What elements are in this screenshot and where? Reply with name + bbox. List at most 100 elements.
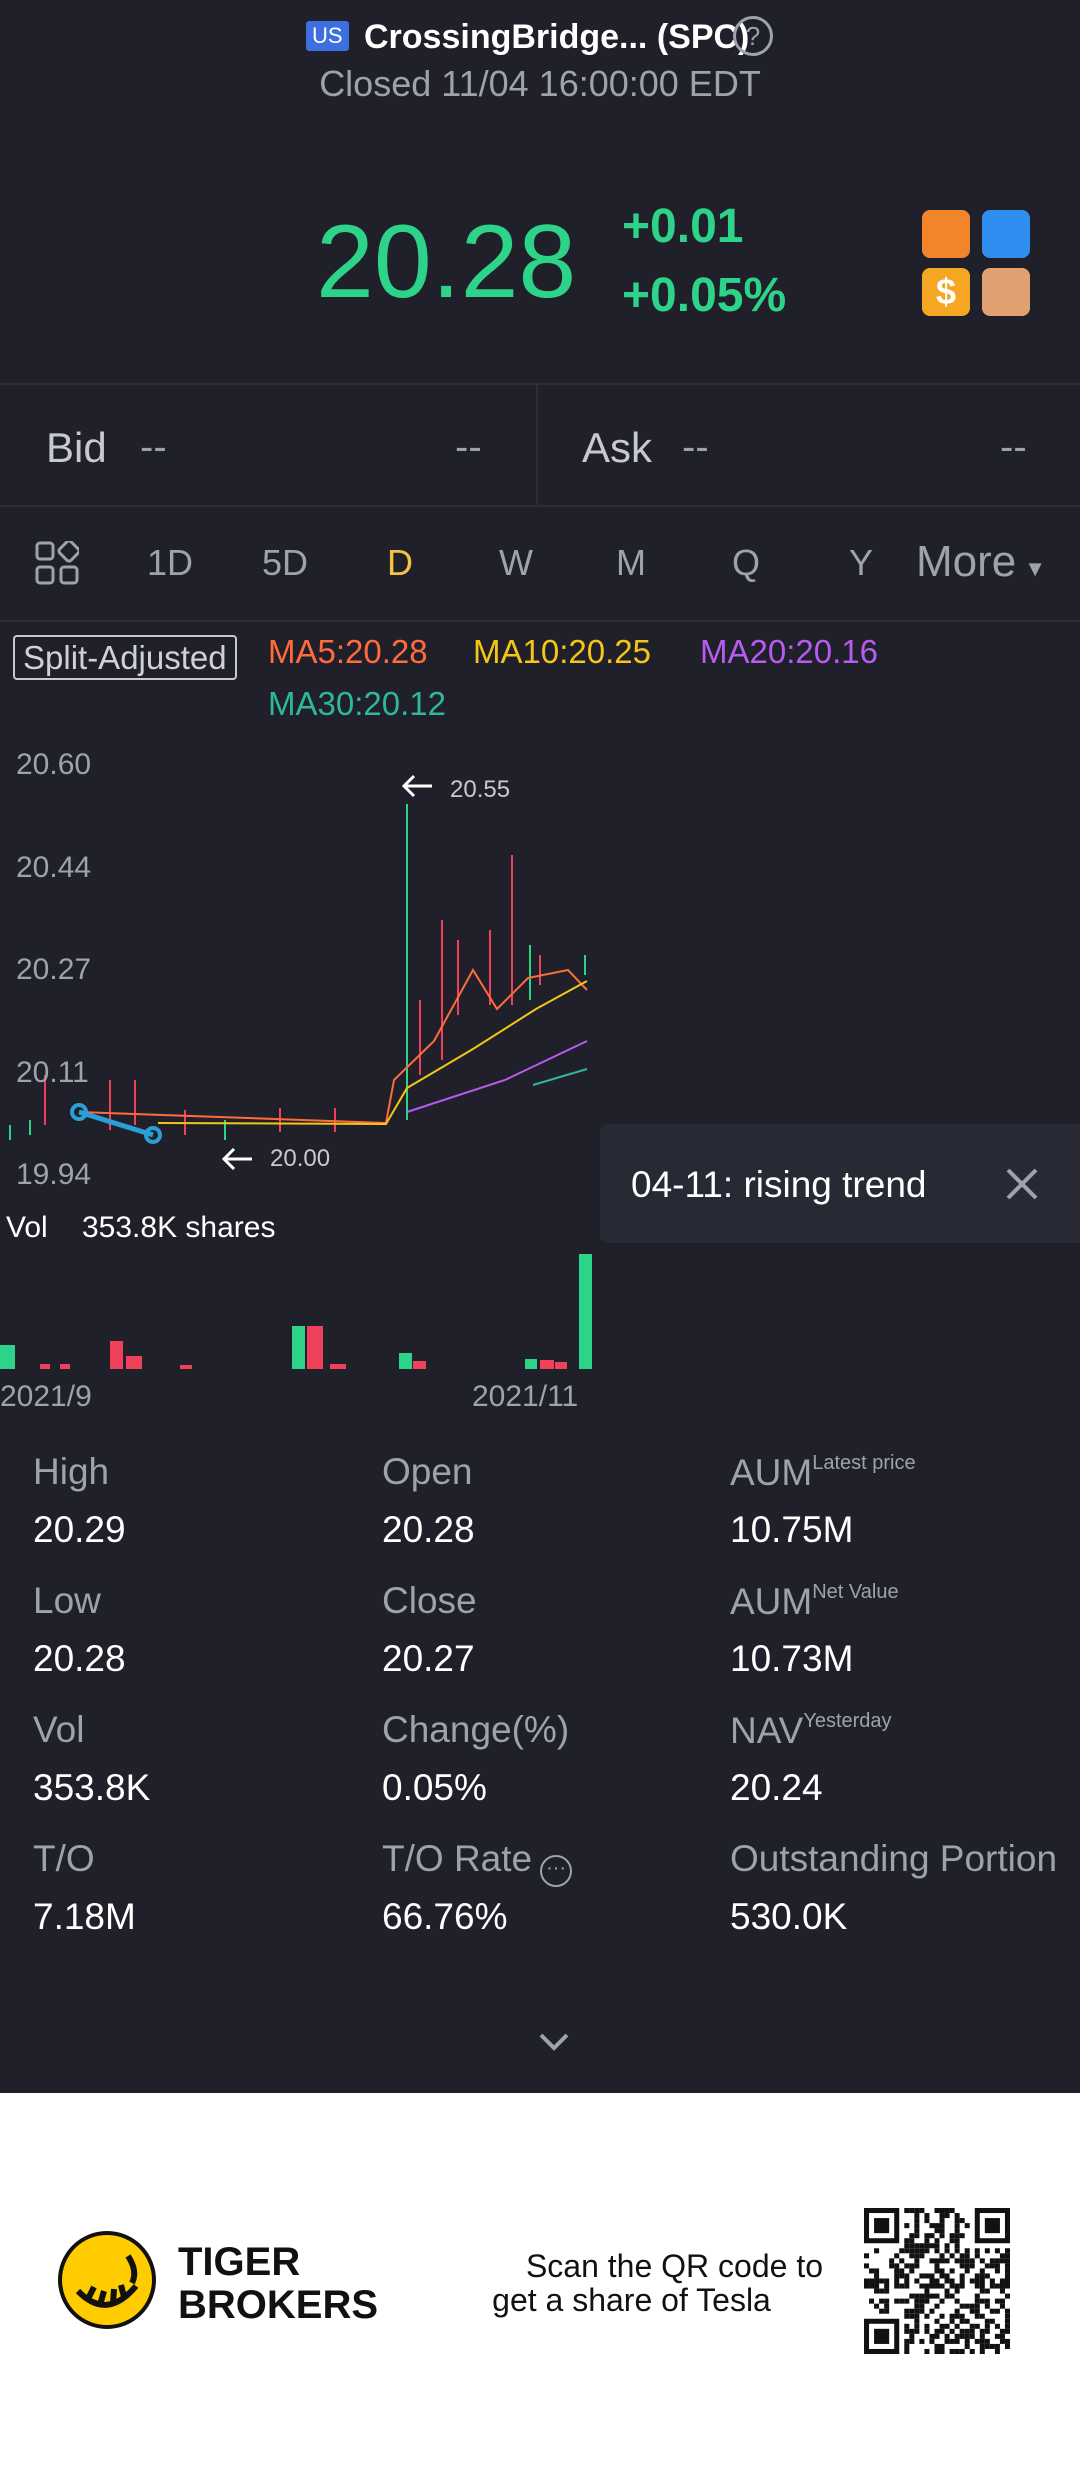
qr-cell [979, 2313, 985, 2319]
qr-cell [899, 2248, 905, 2254]
qr-cell [989, 2308, 995, 2314]
qr-cell [899, 2268, 905, 2274]
close-button[interactable] [1005, 1167, 1039, 1201]
qr-cell [884, 2308, 890, 2314]
qr-cell [904, 2283, 910, 2289]
stat-label: High [33, 1451, 110, 1492]
qr-cell [994, 2258, 1000, 2264]
qr-cell [969, 2348, 975, 2354]
tiger-logo [58, 2231, 156, 2329]
qr-cell [979, 2273, 985, 2279]
qr-cell [939, 2298, 945, 2304]
icon[interactable] [922, 210, 970, 258]
tab[interactable]: 5D [261, 542, 309, 583]
qr-cell [879, 2308, 885, 2314]
qr-cell [999, 2278, 1005, 2284]
qr-cell [919, 2208, 925, 2214]
qr-cell [919, 2308, 925, 2314]
qr-cell [934, 2208, 940, 2214]
qr-cell [979, 2338, 985, 2344]
qr-cell [1004, 2323, 1010, 2329]
tab[interactable]: D [387, 542, 413, 583]
tab[interactable]: Y [848, 542, 874, 583]
qr-cell [954, 2333, 960, 2339]
qr-cell [909, 2293, 915, 2299]
qr-cell [944, 2338, 950, 2344]
qr-cell [914, 2298, 920, 2304]
qr-cell [904, 2298, 910, 2304]
qr-cell [939, 2233, 945, 2239]
bid-price: -- [140, 425, 167, 469]
qr-cell [929, 2223, 935, 2229]
qr-cell [1004, 2343, 1010, 2349]
qr-cell [979, 2258, 985, 2264]
qr-cell [954, 2288, 960, 2294]
qr-cell [989, 2258, 995, 2264]
qr-cell [904, 2313, 910, 2319]
qr-cell [994, 2268, 1000, 2274]
qr-cell [939, 2213, 945, 2219]
layout-icon[interactable] [35, 541, 79, 585]
qr-cell [914, 2243, 920, 2249]
tab[interactable]: M [616, 542, 646, 583]
qr-cell [944, 2243, 950, 2249]
qr-cell [1004, 2328, 1010, 2334]
icon[interactable]: $ [922, 268, 970, 316]
qr-cell [914, 2313, 920, 2319]
qr-cell [984, 2288, 990, 2294]
divider [536, 384, 538, 505]
qr-cell [969, 2328, 975, 2334]
qr-cell [954, 2248, 960, 2254]
qr-cell [924, 2293, 930, 2299]
qr-cell [984, 2328, 990, 2334]
qr-cell [909, 2308, 915, 2314]
qr-cell [884, 2288, 890, 2294]
adjust-button[interactable]: Split-Adjusted [13, 635, 237, 680]
ma-label: MA20:20.16 [700, 633, 878, 670]
qr-cell [884, 2283, 890, 2289]
qr-cell [974, 2298, 980, 2304]
qr-cell [964, 2258, 970, 2264]
tooltip[interactable] [600, 1124, 1080, 1243]
qr-cell [894, 2263, 900, 2269]
qr-cell [1004, 2263, 1010, 2269]
qr-cell [894, 2253, 900, 2259]
qr-cell [934, 2278, 940, 2284]
qr-cell [929, 2283, 935, 2289]
qr-cell [934, 2268, 940, 2274]
ma-label: MA10:20.25 [473, 633, 651, 670]
tab[interactable]: More ▼ [915, 537, 1047, 586]
qr-cell [999, 2328, 1005, 2334]
qr-cell [999, 2303, 1005, 2309]
tab[interactable]: 1D [146, 542, 194, 583]
y-tick-label: 20.11 [16, 1055, 89, 1089]
stat-value: 20.28 [33, 1638, 126, 1679]
qr-cell [974, 2308, 980, 2314]
qr-cell [944, 2288, 950, 2294]
qr-cell [929, 2308, 935, 2314]
help-icon[interactable]: ? [733, 16, 773, 56]
icon[interactable] [982, 210, 1030, 258]
qr-cell [949, 2268, 955, 2274]
expand-chevron[interactable] [538, 2032, 570, 2052]
info-icon[interactable]: ··· [540, 1855, 573, 1887]
candles [9, 774, 588, 1171]
tab[interactable]: W [499, 542, 533, 583]
qr-cell [974, 2273, 980, 2279]
qr-cell [984, 2338, 990, 2344]
stat-value: 66.76% [382, 1896, 508, 1937]
qr-cell [924, 2328, 930, 2334]
qr-cell [1004, 2273, 1010, 2279]
qr-cell [939, 2218, 945, 2224]
stat-label: Low [33, 1580, 101, 1621]
qr-cell [934, 2248, 940, 2254]
qr-cell [924, 2298, 930, 2304]
bid-size: -- [455, 425, 482, 469]
qr-cell [919, 2253, 925, 2259]
divider [0, 383, 1080, 385]
qr-cell [1004, 2278, 1010, 2284]
qr-cell [929, 2278, 935, 2284]
tab[interactable]: Q [731, 542, 761, 583]
qr-cell [889, 2258, 895, 2264]
icon[interactable] [982, 268, 1030, 316]
